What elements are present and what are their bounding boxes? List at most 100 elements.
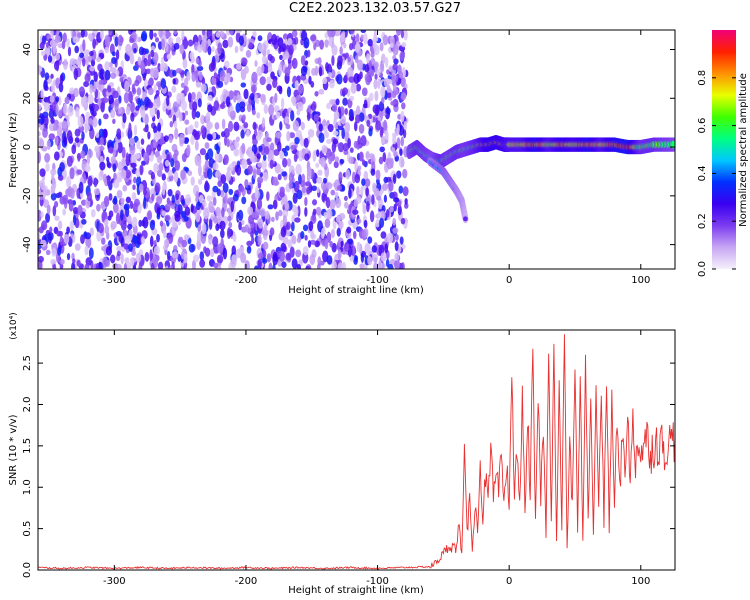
- spectrogram-noise-cell: [345, 169, 351, 180]
- spectrogram-noise-cell: [93, 71, 98, 83]
- spectrogram-noise-cell: [266, 137, 272, 143]
- spectrogram-noise-cell: [251, 143, 258, 155]
- spectrogram-noise-cell: [51, 82, 56, 93]
- spectrogram-noise-cell: [297, 101, 304, 112]
- spectrogram-noise-cell: [251, 109, 257, 116]
- spectrogram-noise-cell: [195, 201, 201, 211]
- spectrogram-noise-cell: [230, 200, 235, 213]
- spectrogram-noise-cell: [90, 208, 96, 218]
- spectrogram-noise-cell: [332, 130, 339, 136]
- spectrogram-noise-cell: [66, 155, 73, 167]
- spectrogram-noise-cell: [308, 75, 312, 85]
- spectrogram-noise-cell: [39, 41, 45, 50]
- spectrogram-noise-cell: [204, 159, 209, 168]
- spectrogram-noise-cell: [142, 216, 149, 229]
- spectrogram-noise-cell: [256, 167, 261, 176]
- spectrogram-noise-cell: [273, 149, 280, 156]
- spectrogram-noise-cell: [217, 254, 224, 264]
- spectrogram-noise-cell: [282, 33, 289, 40]
- spectrogram-noise-cell: [320, 156, 327, 168]
- spectrogram-noise-cell: [239, 44, 244, 52]
- spectrogram-noise-cell: [366, 201, 370, 213]
- spectrogram-noise-cell: [174, 127, 179, 140]
- spectrogram-noise-cell: [116, 250, 121, 257]
- spectrogram-noise-cell: [52, 263, 57, 269]
- spectrogram-noise-cell: [160, 56, 164, 68]
- spectrogram-noise-cell: [39, 138, 45, 150]
- spectrogram-noise-cell: [288, 172, 294, 184]
- spectrogram-noise-cell: [63, 103, 68, 115]
- spectrogram-noise-cell: [43, 79, 48, 90]
- spectrogram-noise-cell: [275, 131, 282, 139]
- spectrogram-noise-cell: [215, 31, 221, 38]
- spectrogram-noise-cell: [153, 84, 157, 93]
- spectrogram-noise-cell: [241, 57, 248, 66]
- spectrogram-noise-cell: [141, 30, 148, 42]
- spectrogram-noise-cell: [186, 144, 191, 156]
- spectrogram-noise-cell: [129, 200, 134, 209]
- spectrogram-noise-cell: [163, 239, 170, 247]
- spectrogram-noise-cell: [281, 110, 286, 119]
- spectrogram-noise-cell: [229, 30, 234, 36]
- x-tick-label: 100: [631, 576, 650, 587]
- spectrogram-noise-cell: [130, 162, 137, 168]
- spectrogram-noise-cell: [223, 128, 230, 139]
- spectrogram-noise-cell: [392, 135, 397, 145]
- spectrogram-noise-cell: [173, 30, 178, 35]
- spectrogram-noise-cell: [343, 195, 348, 202]
- spectrogram-noise-cell: [404, 198, 408, 205]
- spectrogram-noise-cell: [228, 120, 234, 133]
- spectrogram-noise-cell: [66, 226, 71, 234]
- spectrogram-y-axis: -40 -20 0 20 40: [22, 43, 675, 253]
- spectrogram-noise-cell: [257, 234, 262, 246]
- spectrogram-noise-cell: [157, 41, 163, 50]
- spectrogram-noise-cell: [220, 189, 225, 198]
- spectrogram-noise-cell: [83, 231, 88, 238]
- spectrogram-noise-cell: [252, 31, 257, 38]
- spectrogram-noise-cell: [313, 42, 317, 51]
- spectrogram-noise-cell: [372, 38, 377, 50]
- figure-title: C2E2.2023.132.03.57.G27: [288, 1, 462, 16]
- spectrogram-noise-cell: [141, 160, 147, 166]
- spectrogram-noise-cell: [362, 205, 367, 215]
- spectrogram-noise-cell: [289, 132, 296, 139]
- colorbar-label: Normalized spectral amplitude: [738, 73, 749, 227]
- spectrogram-noise-cell: [72, 214, 77, 226]
- spectrogram-noise-cell: [282, 43, 287, 53]
- spectrogram-noise-cell: [266, 76, 272, 85]
- spectrogram-noise-cell: [69, 57, 76, 66]
- spectrogram-noise-cell: [144, 48, 149, 54]
- spectrogram-noise-cell: [171, 50, 176, 56]
- spectrogram-noise-cell: [105, 246, 113, 256]
- spectrogram-noise-cell: [290, 144, 297, 150]
- spectrogram-noise-cell: [115, 263, 122, 269]
- spectrogram-noise-cell: [262, 171, 269, 182]
- spectrogram-noise-cell: [154, 37, 160, 43]
- spectrogram-noise-cell: [55, 77, 60, 89]
- spectrogram-noise-cell: [196, 44, 203, 53]
- spectrogram-noise-cell: [354, 54, 359, 64]
- spectrogram-noise-cell: [400, 110, 405, 123]
- spectrogram-noise-cell: [280, 242, 287, 253]
- snr-x-label: Height of straight line (km): [288, 585, 424, 596]
- spectrogram-noise-cell: [291, 235, 297, 245]
- spectrogram-noise-cell: [171, 85, 177, 93]
- spectrogram-noise-cell: [84, 73, 91, 83]
- spectrogram-noise-cell: [240, 69, 247, 77]
- spectrogram-noise-cell: [304, 60, 309, 66]
- spectrogram-noise-cell: [300, 121, 305, 131]
- spectrogram-noise-cell: [232, 193, 239, 202]
- spectrogram-noise-cell: [286, 158, 292, 167]
- spectrogram-noise-cell: [47, 231, 54, 241]
- spectrogram-noise-cell: [75, 59, 79, 65]
- spectrogram-noise-cell: [128, 122, 132, 134]
- spectrogram-noise-cell: [199, 148, 207, 156]
- spectrogram-noise-cell: [249, 93, 255, 101]
- spectrogram-noise-cell: [298, 156, 303, 162]
- spectrogram-noise: [38, 30, 409, 269]
- spectrogram-noise-cell: [207, 94, 213, 101]
- spectrogram-noise-cell: [180, 169, 186, 181]
- spectrogram-noise-cell: [374, 73, 378, 81]
- spectrogram-noise-cell: [200, 83, 207, 93]
- spectrogram-noise-cell: [227, 215, 232, 222]
